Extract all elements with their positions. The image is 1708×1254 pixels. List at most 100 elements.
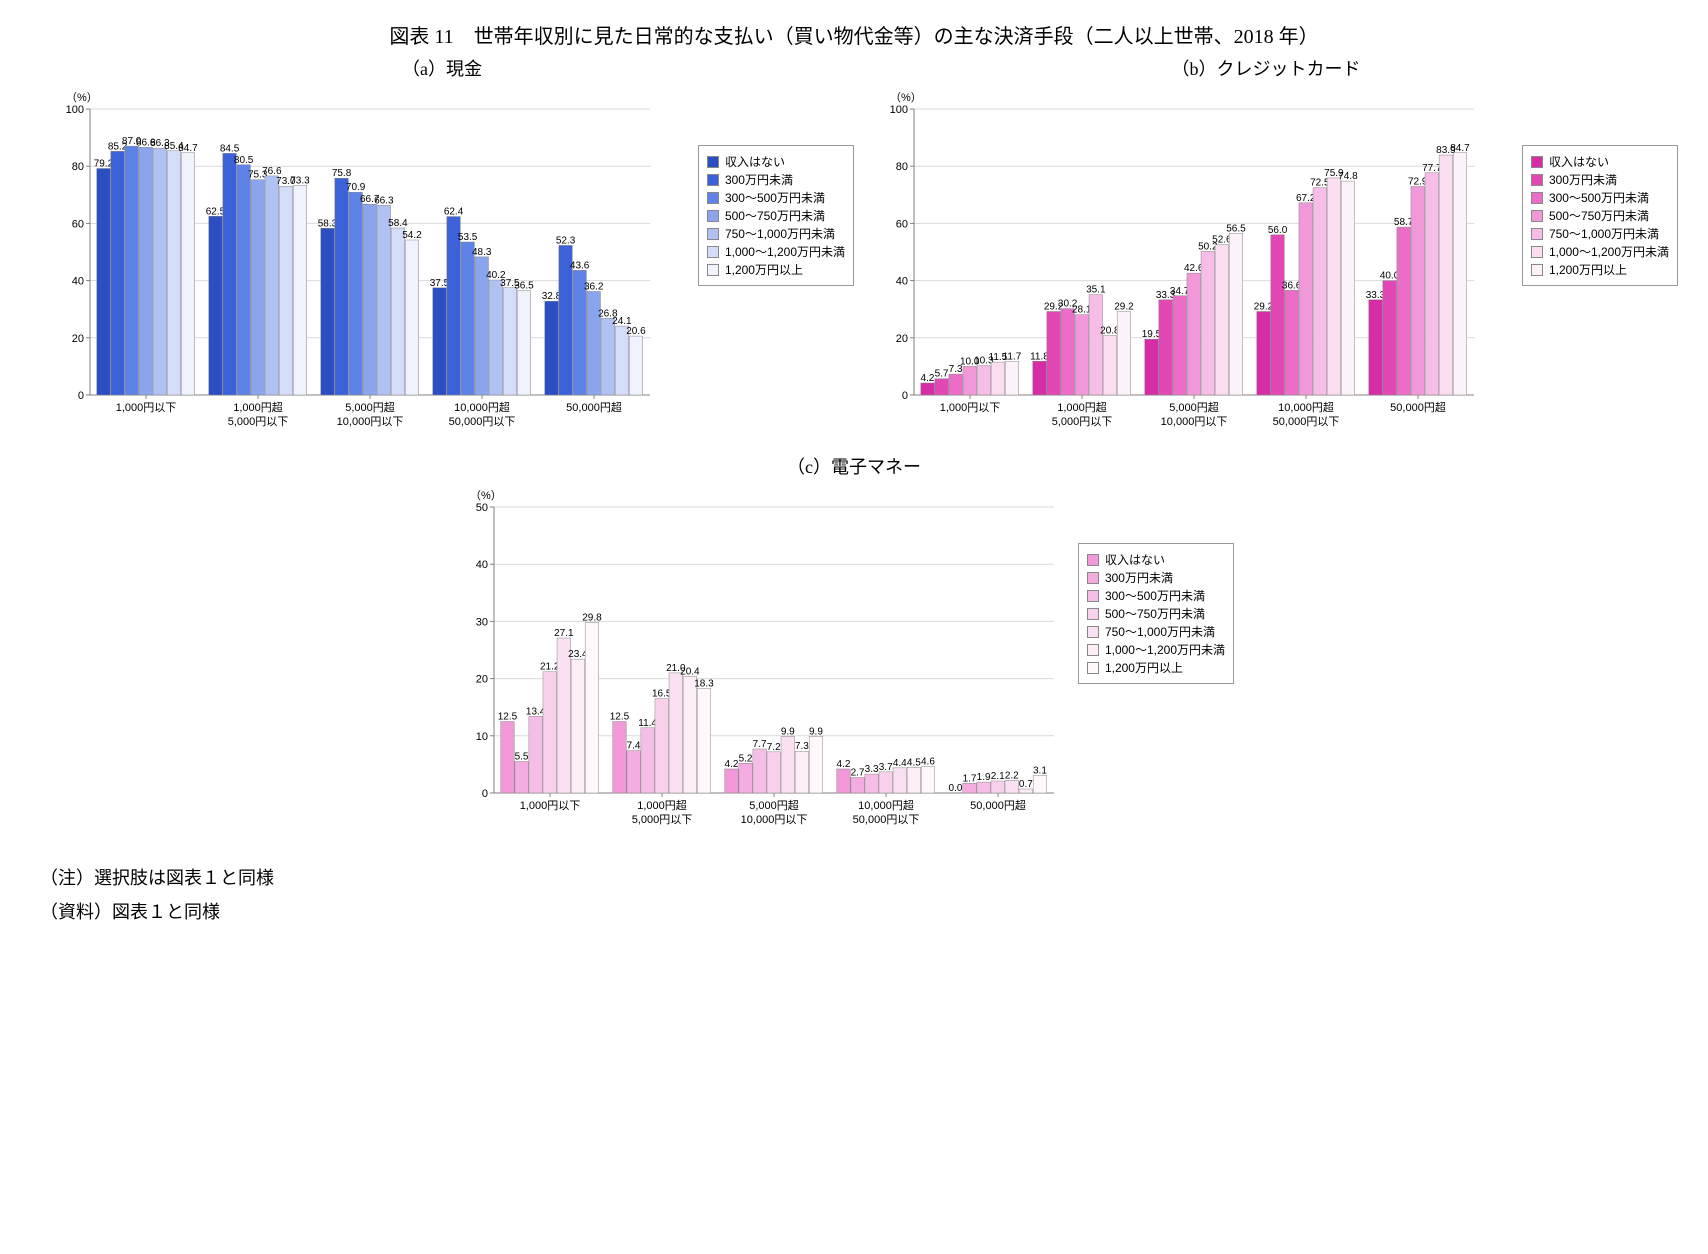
legend-item: 1,200万円以上 [1531,261,1669,278]
bar [601,318,615,395]
bar-value-label: 54.2 [402,230,422,241]
legend-swatch [707,228,719,240]
main-title: 図表 11 世帯年収別に見た日常的な支払い（買い物代金等）の主な決済手段（二人以… [40,20,1668,49]
bar [907,767,921,793]
legend-item: 1,000～1,200万円未満 [1531,243,1669,260]
legend-item: 300～500万円未満 [1087,587,1225,604]
chart-a-subtitle: （a）現金 [40,55,844,81]
legend-item: 300万円未満 [707,171,845,188]
bar [391,228,405,395]
legend-label: 300～500万円未満 [1105,587,1205,604]
bar [977,366,991,395]
category-label: 1,000円以下 [940,402,1001,414]
legend-swatch [1087,590,1099,602]
bar [251,180,265,395]
legend-item: 500～750万円未満 [1087,605,1225,622]
bar [543,672,557,793]
bar [935,379,949,395]
svg-text:30: 30 [476,616,488,628]
bar [725,769,739,793]
bar [433,288,447,395]
legend-label: 収入はない [1105,551,1165,568]
legend-swatch [707,174,719,186]
bar [571,659,585,793]
bar [921,383,935,395]
bar-value-label: 62.4 [444,207,464,218]
legend-swatch [707,192,719,204]
legend-label: 300万円未満 [1549,171,1617,188]
bar-value-label: 36.2 [584,281,604,292]
bar-value-label: 2.1 [991,771,1005,782]
chart-a-block: （a）現金 （%）02040608010079.285.287.086.686.… [40,55,844,445]
svg-text:50: 50 [476,502,488,514]
bar [503,288,517,395]
bar-value-label: 11.4 [638,718,657,729]
bar-value-label: 66.3 [374,195,394,206]
legend-item: 1,000～1,200万円未満 [707,243,845,260]
chart-b-svg: （%）0204060801004.25.77.310.010.311.511.7… [864,85,1484,445]
category-label: 1,000円以下 [520,800,581,812]
bar-value-label: 75.8 [332,168,352,179]
bar [1229,233,1243,395]
bar-value-label: 11.8 [1030,351,1049,362]
legend-label: 1,000～1,200万円未満 [1105,641,1225,658]
bar [641,728,655,793]
bar [809,736,823,793]
bar [1453,153,1467,395]
bar [963,366,977,395]
bar-value-label: 18.3 [694,678,714,689]
bar [1103,336,1117,395]
bar [1327,178,1341,395]
bar-value-label: 3.1 [1033,765,1047,776]
bar [865,774,879,793]
bar [1369,300,1383,395]
bar [363,204,377,395]
bar [921,767,935,793]
legend-item: 収入はない [1087,551,1225,568]
legend-item: 300万円未満 [1531,171,1669,188]
category-label: 1,000円超 [233,400,283,414]
bar [1145,339,1159,395]
legend-swatch [1087,608,1099,620]
bar [125,146,139,395]
svg-text:（%）: （%） [890,91,922,104]
bar [377,205,391,395]
category-label: 10,000円超 [1278,400,1334,414]
bar [585,623,599,793]
bar [655,699,669,793]
legend-label: 750～1,000万円未満 [725,225,835,242]
category-label: 5,000円超 [345,400,395,414]
legend-label: 1,200万円以上 [725,261,803,278]
category-label: 50,000円超 [1390,400,1446,414]
bar-value-label: 12.5 [498,712,518,723]
bar [1425,173,1439,395]
bar [1117,311,1131,395]
bar [893,768,907,793]
bar-value-label: 74.8 [1338,171,1358,182]
bar [167,151,181,395]
svg-text:80: 80 [72,161,84,173]
legend-swatch [1087,554,1099,566]
bar [837,769,851,793]
bar [405,240,419,395]
bar-value-label: 2.7 [851,768,865,779]
bar [557,638,571,793]
bar-value-label: 7.2 [767,742,781,753]
legend-label: 300万円未満 [1105,569,1173,586]
legend-label: 300万円未満 [725,171,793,188]
bar-value-label: 56.0 [1268,225,1288,236]
bar [1271,235,1285,395]
bar [683,676,697,793]
top-row: （a）現金 （%）02040608010079.285.287.086.686.… [40,55,1668,445]
bar [1047,311,1061,395]
legend-item: 1,200万円以上 [707,261,845,278]
bar-value-label: 35.1 [1086,285,1106,296]
legend-label: 500～750万円未満 [1549,207,1649,224]
bar [1005,362,1019,395]
legend-swatch [1087,572,1099,584]
bar [1201,251,1215,395]
bar-value-label: 4.6 [921,757,935,768]
legend-item: 1,000～1,200万円未満 [1087,641,1225,658]
bar-value-label: 29.2 [1114,301,1134,312]
bar-value-label: 20.4 [680,666,700,677]
